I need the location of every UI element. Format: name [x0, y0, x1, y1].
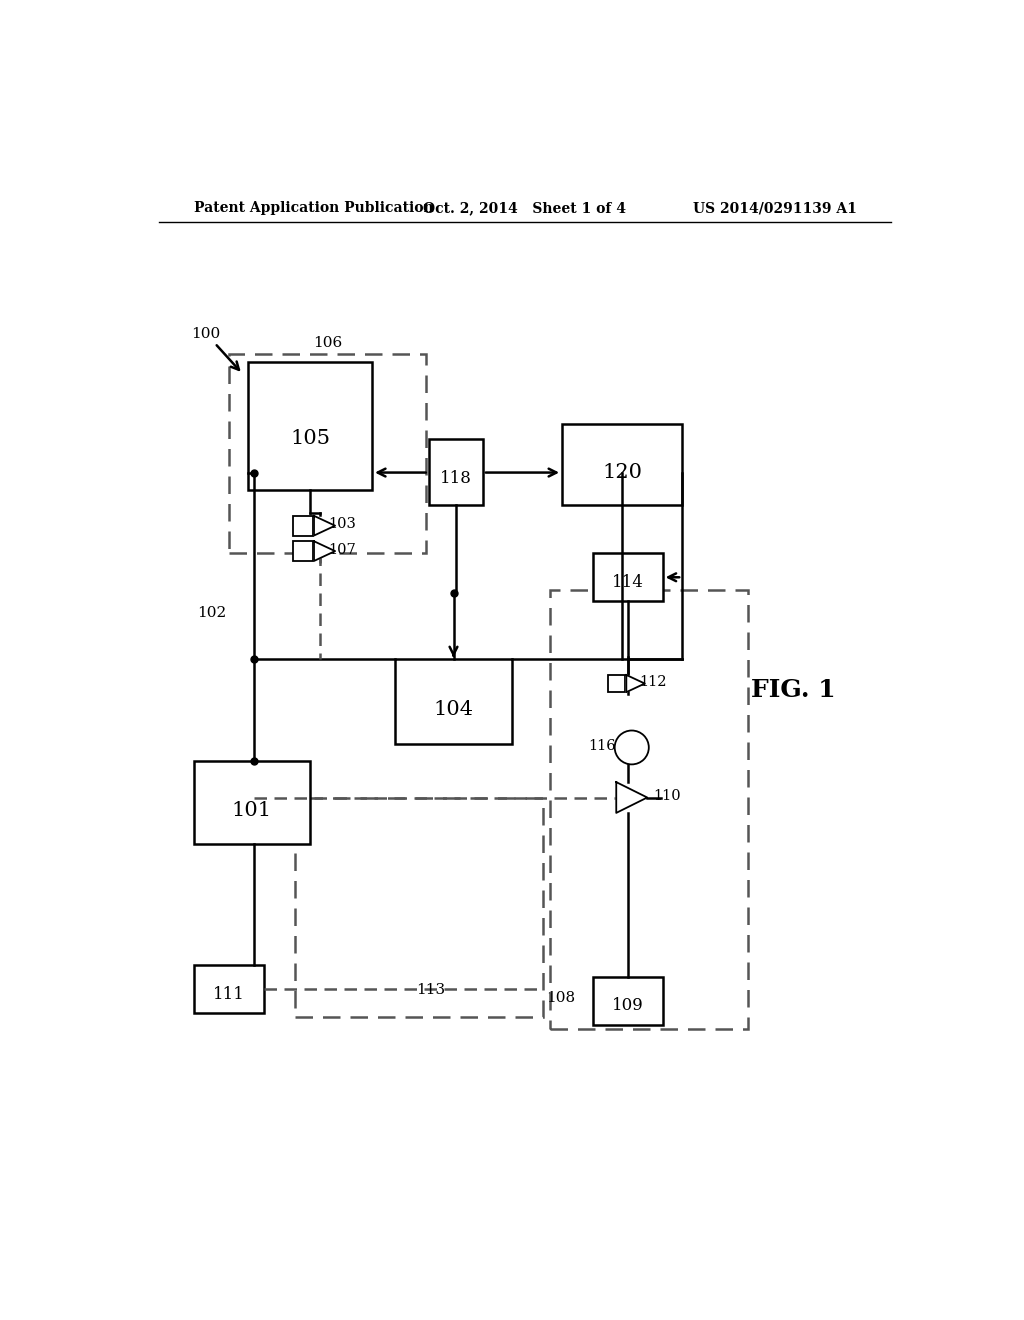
Text: 116: 116 — [589, 739, 616, 752]
Bar — [228, 354, 426, 553]
Bar — [293, 516, 312, 536]
Polygon shape — [314, 516, 335, 536]
Text: 108: 108 — [546, 991, 575, 1005]
Bar — [608, 675, 626, 692]
Bar — [194, 760, 310, 843]
Text: 110: 110 — [653, 789, 680, 803]
Bar — [295, 797, 543, 1016]
Text: Patent Application Publication: Patent Application Publication — [194, 202, 433, 215]
Text: 114: 114 — [612, 574, 644, 590]
Text: 118: 118 — [440, 470, 472, 487]
Text: 100: 100 — [190, 327, 220, 341]
Bar — [429, 440, 483, 506]
Text: 113: 113 — [416, 983, 444, 997]
Bar — [593, 553, 663, 601]
Bar — [395, 659, 512, 743]
Text: 102: 102 — [197, 606, 226, 619]
Text: 106: 106 — [313, 337, 343, 350]
Text: US 2014/0291139 A1: US 2014/0291139 A1 — [692, 202, 856, 215]
Bar — [194, 965, 263, 1014]
Polygon shape — [627, 675, 645, 692]
Bar — [293, 541, 312, 561]
Text: 101: 101 — [232, 801, 272, 820]
Bar — [593, 977, 663, 1024]
Text: 112: 112 — [640, 675, 668, 689]
Circle shape — [614, 730, 649, 764]
Text: Oct. 2, 2014   Sheet 1 of 4: Oct. 2, 2014 Sheet 1 of 4 — [423, 202, 627, 215]
Text: 111: 111 — [213, 986, 245, 1002]
Polygon shape — [616, 781, 647, 813]
Text: 105: 105 — [290, 429, 330, 449]
Text: 109: 109 — [612, 997, 644, 1014]
Bar — [562, 424, 682, 506]
Text: FIG. 1: FIG. 1 — [751, 677, 836, 702]
Bar — [550, 590, 748, 1028]
Polygon shape — [314, 541, 335, 561]
Text: 103: 103 — [329, 517, 356, 531]
Text: 104: 104 — [433, 700, 473, 719]
Text: 107: 107 — [329, 543, 356, 557]
Text: 120: 120 — [602, 463, 642, 482]
Bar — [248, 363, 372, 490]
